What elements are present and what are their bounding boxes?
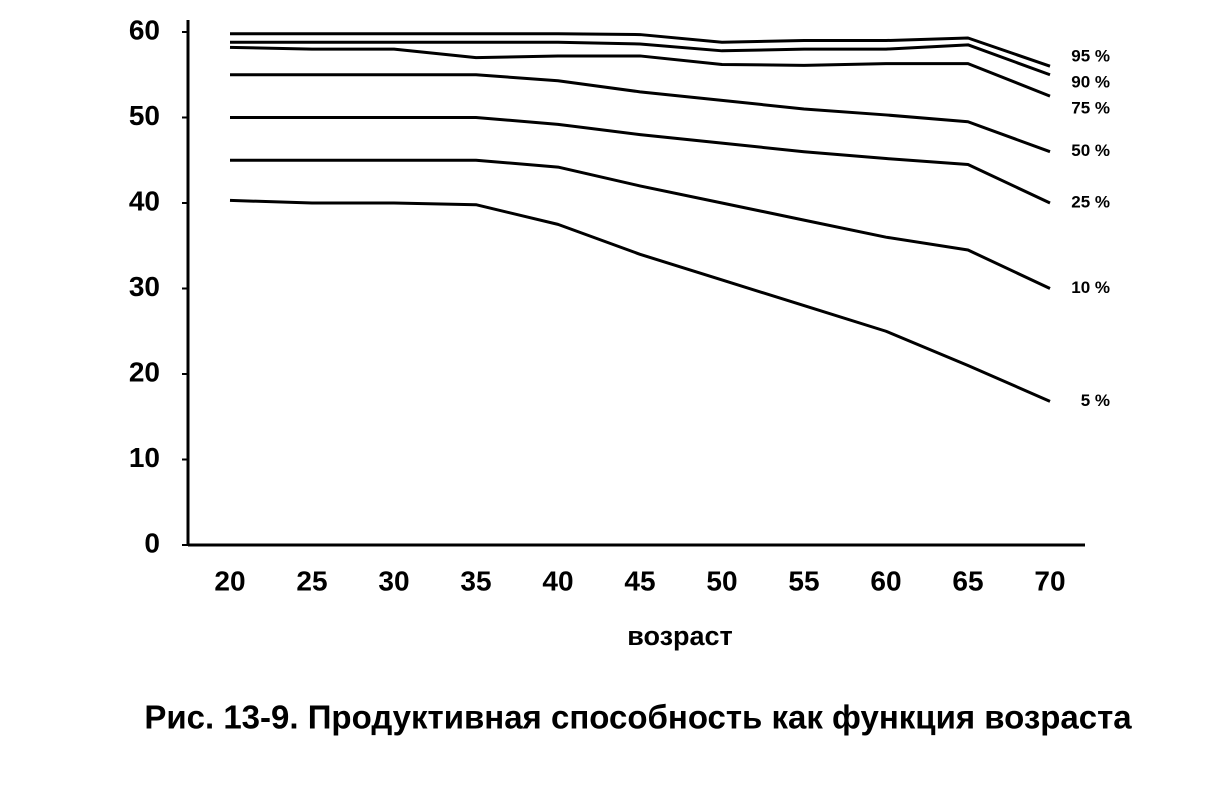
series-line	[230, 32, 1051, 68]
x-axis-label: возраст	[627, 621, 733, 651]
x-tick-label: 20	[214, 565, 245, 596]
y-tick-label: 0	[144, 527, 160, 558]
y-tick-label: 40	[129, 185, 160, 216]
x-tick-label: 30	[378, 565, 409, 596]
series-label: 5 %	[1081, 391, 1110, 410]
series-line	[230, 116, 1051, 205]
y-tick-label: 30	[129, 271, 160, 302]
y-tick-label: 50	[129, 100, 160, 131]
series-label: 75 %	[1071, 99, 1110, 118]
series-line	[230, 40, 1051, 77]
y-tick-label: 10	[129, 442, 160, 473]
series-line	[229, 198, 1051, 403]
x-tick-label: 60	[870, 565, 901, 596]
x-tick-label: 50	[706, 565, 737, 596]
series-line	[229, 45, 1051, 98]
series-label: 25 %	[1071, 192, 1110, 211]
series-label: 90 %	[1071, 73, 1110, 92]
x-tick-label: 35	[460, 565, 491, 596]
x-tick-label: 40	[542, 565, 573, 596]
series-line	[230, 73, 1051, 154]
series-label: 50 %	[1071, 141, 1110, 160]
caption: Рис. 13-9. Продуктивная способность как …	[144, 699, 1132, 736]
y-tick-label: 60	[129, 14, 160, 45]
series-line	[230, 158, 1051, 290]
x-tick-label: 45	[624, 565, 655, 596]
x-tick-label: 25	[296, 565, 327, 596]
x-tick-label: 70	[1034, 565, 1065, 596]
series-label: 10 %	[1071, 278, 1110, 297]
y-tick-label: 20	[129, 356, 160, 387]
series-label: 95 %	[1071, 47, 1110, 66]
x-tick-label: 65	[952, 565, 983, 596]
x-tick-label: 55	[788, 565, 819, 596]
